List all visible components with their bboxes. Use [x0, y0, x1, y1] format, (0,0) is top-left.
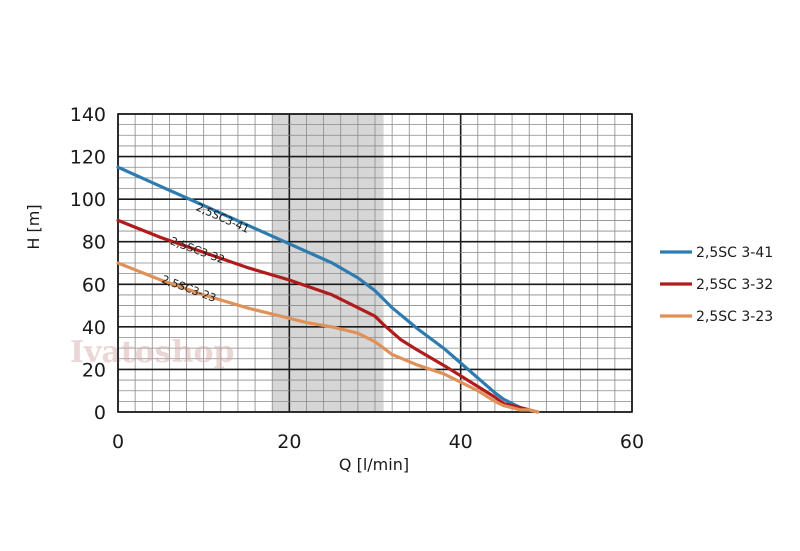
y-tick-label: 140: [70, 104, 106, 126]
x-tick-label: 20: [277, 431, 301, 453]
y-tick-label: 120: [70, 147, 106, 169]
y-tick-label: 20: [82, 359, 106, 381]
curve-label-3: 2,5SC3-23: [160, 273, 218, 305]
series-line-1: [116, 165, 540, 414]
x-axis-label: Q [l/min]: [339, 455, 409, 474]
y-tick-label: 60: [82, 274, 106, 296]
legend-item: 2,5SC 3-41: [660, 245, 773, 261]
y-tick-label: 40: [82, 317, 106, 339]
y-tick-label: 80: [82, 232, 106, 254]
x-tick-label: 60: [620, 431, 644, 453]
legend-label: 2,5SC 3-41: [696, 245, 773, 261]
legend: 2,5SC 3-41 2,5SC 3-32 2,5SC 3-23: [660, 245, 773, 325]
legend-item: 2,5SC 3-23: [660, 309, 773, 325]
watermark-text: Ivatoshop: [70, 335, 234, 370]
series-line-2: [116, 218, 540, 414]
y-axis-label: H [m]: [24, 204, 43, 249]
legend-label: 2,5SC 3-32: [696, 277, 773, 293]
y-tick-label: 100: [70, 189, 106, 211]
x-tick-label: 0: [112, 431, 124, 453]
legend-label: 2,5SC 3-23: [696, 309, 773, 325]
legend-item: 2,5SC 3-32: [660, 277, 773, 293]
x-tick-label: 40: [449, 431, 473, 453]
curve-label-2: 2,5SC3-32: [168, 234, 226, 266]
grid-layer: [117, 113, 633, 413]
series-line-3: [116, 261, 540, 414]
curve-label-1: 2,5SC3-41: [194, 201, 251, 236]
series-layer: [116, 165, 540, 414]
y-tick-label: 0: [94, 402, 106, 424]
